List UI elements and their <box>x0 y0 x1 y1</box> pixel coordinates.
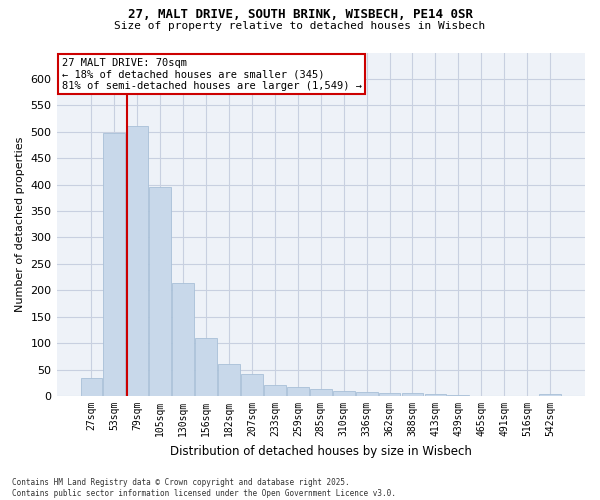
Bar <box>149 188 171 396</box>
Bar <box>401 394 424 396</box>
Bar <box>379 394 400 396</box>
Bar <box>241 374 263 396</box>
Bar <box>264 386 286 396</box>
Bar <box>80 378 103 396</box>
Bar <box>333 391 355 396</box>
Bar <box>448 395 469 396</box>
Text: 27 MALT DRIVE: 70sqm
← 18% of detached houses are smaller (345)
81% of semi-deta: 27 MALT DRIVE: 70sqm ← 18% of detached h… <box>62 58 362 91</box>
Text: Size of property relative to detached houses in Wisbech: Size of property relative to detached ho… <box>115 21 485 31</box>
Bar <box>287 386 309 396</box>
Bar <box>425 394 446 396</box>
Bar <box>218 364 240 396</box>
Y-axis label: Number of detached properties: Number of detached properties <box>15 136 25 312</box>
Bar <box>103 134 125 396</box>
Text: Contains HM Land Registry data © Crown copyright and database right 2025.
Contai: Contains HM Land Registry data © Crown c… <box>12 478 396 498</box>
Text: 27, MALT DRIVE, SOUTH BRINK, WISBECH, PE14 0SR: 27, MALT DRIVE, SOUTH BRINK, WISBECH, PE… <box>128 8 473 20</box>
Bar <box>356 392 377 396</box>
Bar <box>539 394 561 396</box>
Bar <box>195 338 217 396</box>
X-axis label: Distribution of detached houses by size in Wisbech: Distribution of detached houses by size … <box>170 444 472 458</box>
Bar <box>127 126 148 396</box>
Bar <box>172 284 194 396</box>
Bar <box>310 389 332 396</box>
